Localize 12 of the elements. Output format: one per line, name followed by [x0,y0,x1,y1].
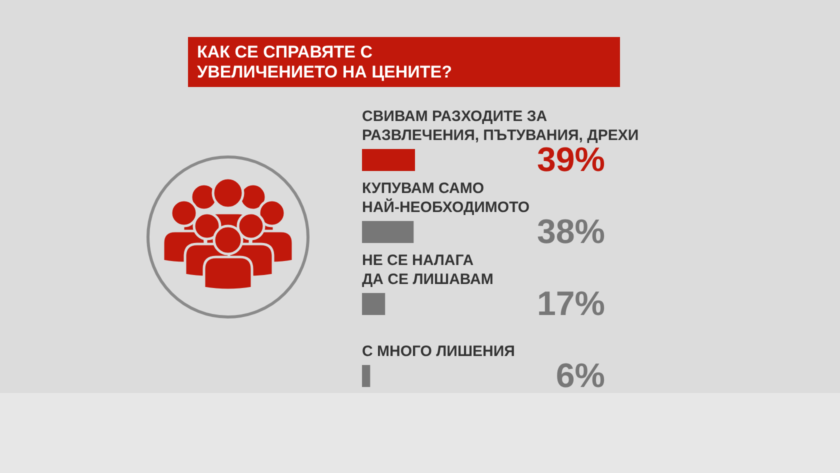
chart-title: КАК СЕ СПРАВЯТЕ С УВЕЛИЧЕНИЕТО НА ЦЕНИТЕ? [197,42,452,82]
y-tick-label: С МНОГО ЛИШЕНИЯ [362,343,515,360]
bar [362,149,415,171]
data-label: 6% [556,357,605,395]
bar [362,365,370,387]
data-label: 17% [536,285,605,323]
data-label: 38% [536,213,605,251]
y-tick-label: СВИВАМ РАЗХОДИТЕ ЗА РАЗВЛЕЧЕНИЯ, ПЪТУВАНИЯ, ДРЕХИ [362,108,639,144]
bar [362,221,414,243]
y-tick-label: НЕ СЕ НАЛАГА ДА СЕ ЛИШАВАМ [362,252,494,288]
bar [362,293,386,315]
y-tick-label: КУПУВАМ САМО НАЙ-НЕОБХОДИМОТО [362,180,530,216]
